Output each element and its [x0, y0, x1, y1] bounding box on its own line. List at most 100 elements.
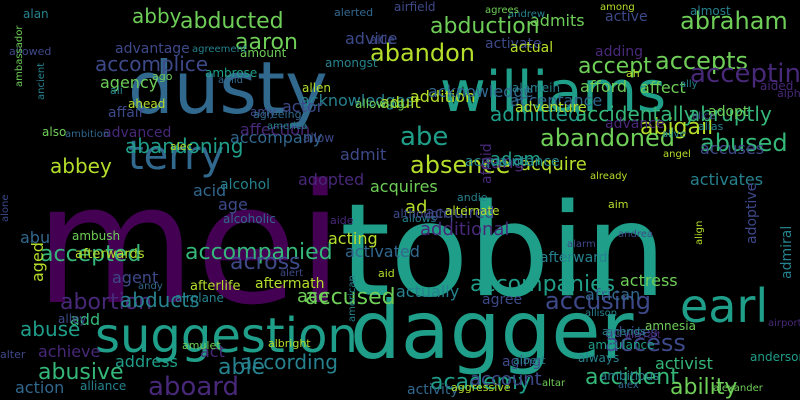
cloud-word: afterwards: [75, 246, 145, 262]
cloud-word: terry: [128, 133, 225, 179]
cloud-word: ambassador: [14, 25, 25, 87]
cloud-word: among: [600, 2, 635, 13]
cloud-word: amid: [218, 75, 243, 86]
cloud-word: alliance: [80, 379, 127, 394]
cloud-word: aang: [480, 151, 525, 173]
cloud-word: amulet: [182, 339, 221, 353]
cloud-word: alcoholic: [223, 212, 276, 227]
cloud-word: aaron: [235, 30, 298, 56]
cloud-word: dagger: [350, 284, 634, 377]
cloud-word: active: [605, 8, 648, 25]
cloud-word: adventure: [515, 99, 587, 116]
cloud-word: abigail: [640, 115, 714, 141]
cloud-word: always: [578, 351, 620, 366]
cloud-word: acquire: [520, 153, 587, 175]
cloud-word: affect: [640, 78, 686, 98]
cloud-word: afterlife: [190, 278, 241, 294]
cloud-word: aircraft: [625, 330, 661, 341]
cloud-word: agree: [482, 291, 523, 308]
cloud-word: accidentally: [575, 102, 696, 126]
cloud-word: afterward: [540, 249, 608, 266]
cloud-word: airfield: [394, 0, 436, 15]
cloud-word: amount: [240, 46, 287, 61]
cloud-word: ambition: [65, 129, 110, 140]
cloud-word: alan: [23, 7, 49, 22]
cloud-word: additional: [420, 218, 510, 240]
cloud-word: afraid: [479, 143, 495, 184]
cloud-word: also: [42, 125, 67, 140]
cloud-word: andrea: [618, 229, 653, 240]
cloud-word: adding: [595, 43, 644, 60]
cloud-word: alias: [698, 120, 724, 134]
cloud-word: afford: [580, 77, 628, 97]
cloud-word: alexander: [713, 383, 763, 394]
cloud-word: abduction: [430, 14, 540, 40]
cloud-word: african: [585, 285, 641, 305]
cloud-word: ability: [670, 375, 738, 400]
cloud-word: ancient: [36, 62, 47, 100]
cloud-word: able: [218, 355, 266, 381]
cloud-word: agreeing: [253, 108, 302, 122]
cloud-word: abusive: [38, 360, 124, 386]
cloud-word: accompanies: [470, 272, 616, 298]
cloud-word: dusty: [128, 46, 328, 131]
cloud-word: aide: [330, 214, 354, 228]
cloud-word: andie: [457, 191, 488, 205]
cloud-word: adoptive: [744, 182, 760, 244]
cloud-word: andy: [138, 281, 163, 292]
cloud-word: already: [590, 171, 628, 182]
cloud-word: activity: [407, 381, 459, 398]
cloud-word: allows: [402, 212, 437, 226]
cloud-word: ambush: [72, 229, 121, 244]
cloud-word: aided: [760, 79, 794, 94]
cloud-word: abruptly: [688, 102, 772, 126]
cloud-word: act: [200, 342, 225, 362]
cloud-word: admits: [530, 11, 585, 31]
cloud-word: aboard: [148, 372, 240, 400]
cloud-word: address: [115, 352, 178, 372]
cloud-word: absence: [410, 150, 511, 179]
cloud-word: abe: [400, 122, 449, 153]
cloud-word: accepted: [40, 242, 142, 268]
cloud-word: alec: [170, 140, 193, 154]
cloud-word: adopt: [708, 103, 749, 120]
cloud-word: advantage: [115, 40, 190, 57]
cloud-word: williams: [440, 60, 667, 126]
cloud-word: acknowledges: [300, 91, 414, 111]
cloud-word: adult: [380, 93, 421, 113]
cloud-word: abu: [20, 228, 51, 248]
cloud-word: aim: [608, 198, 629, 212]
cloud-word: ah: [626, 67, 640, 81]
cloud-word: american: [347, 275, 358, 322]
cloud-word: abby: [132, 4, 182, 28]
cloud-word: aftermath: [255, 275, 325, 292]
cloud-word: abducted: [180, 9, 284, 35]
cloud-word: advanced: [103, 124, 172, 141]
cloud-word: activated: [345, 242, 420, 262]
cloud-word: addition: [410, 87, 476, 107]
cloud-word: accusing: [545, 286, 651, 315]
cloud-word: agreement: [192, 44, 247, 55]
cloud-word: tobin: [340, 176, 667, 326]
cloud-word: ambrose: [205, 66, 258, 81]
cloud-word: advises: [605, 324, 658, 341]
cloud-word: achieve: [38, 342, 101, 362]
cloud-word: accepting: [690, 59, 800, 90]
cloud-word: abandon: [370, 38, 475, 67]
cloud-word: alert: [280, 268, 304, 279]
cloud-word: ambitious: [600, 369, 660, 384]
cloud-word: accompany: [230, 128, 323, 148]
cloud-word: age: [218, 195, 248, 215]
cloud-word: alone: [0, 194, 11, 222]
cloud-word: ali: [110, 84, 123, 98]
cloud-word: alley: [58, 312, 87, 327]
cloud-word: actor: [282, 97, 324, 117]
cloud-word: allen: [302, 81, 332, 96]
cloud-word: accident: [585, 365, 679, 391]
cloud-word: amy: [250, 105, 277, 120]
cloud-word: almost: [690, 4, 731, 19]
cloud-word: aid: [378, 267, 395, 281]
cloud-word: andrew: [508, 9, 546, 20]
cloud-word: acting: [328, 229, 378, 249]
